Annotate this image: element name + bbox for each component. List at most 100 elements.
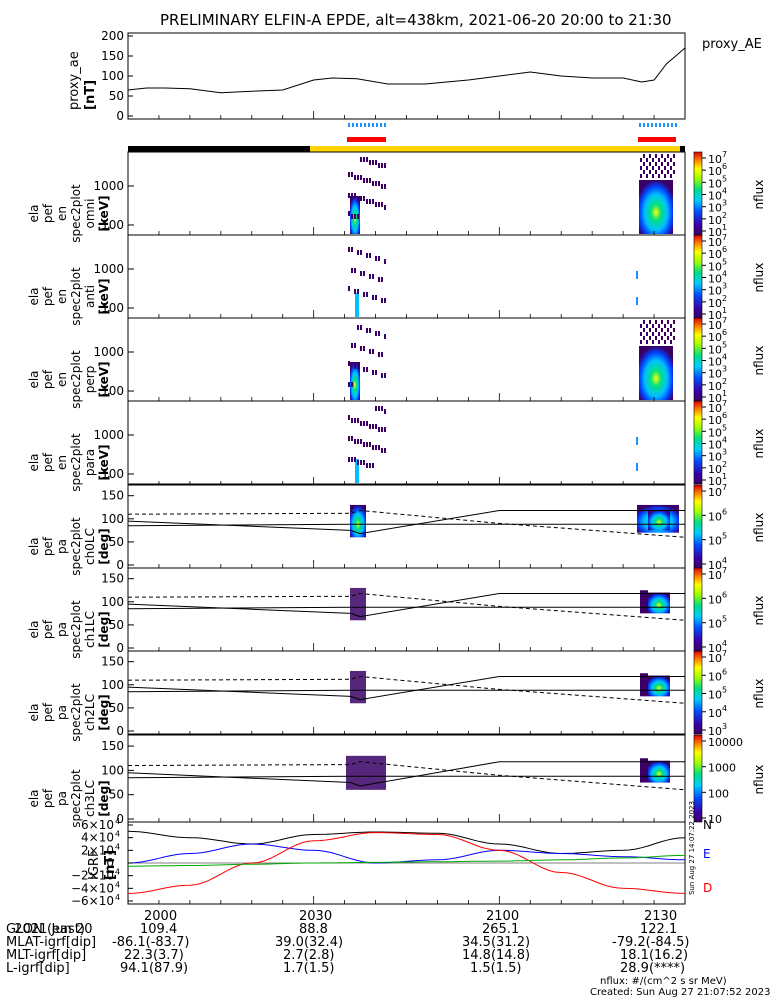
spectrogram-pixel (366, 463, 368, 468)
spectrogram-pixel (354, 214, 356, 219)
spectrogram-pixel (661, 336, 663, 340)
spectrogram-pixel (354, 289, 356, 294)
pa-local-90deg-line (127, 509, 686, 538)
spectrogram-pixel (372, 274, 374, 279)
spectrogram-pixel (363, 460, 365, 465)
ytick-label: 100 (101, 763, 124, 777)
spectrogram-pixel (384, 409, 386, 414)
spectrogram-pixel (664, 166, 666, 170)
panel-label-l2: pef (41, 203, 55, 223)
spectrogram-pixel (664, 324, 666, 328)
sz-tick (376, 123, 378, 127)
ytick-label: 100 (101, 301, 124, 315)
colorbar-tick-label: 10 (708, 226, 722, 239)
spectrogram-pixel (348, 382, 350, 387)
colorbar-tick-label: 10 (708, 331, 722, 344)
spectrogram-pixel (357, 289, 359, 294)
colorbar-tick-exponent: 4 (722, 270, 727, 279)
spectrogram-pixel (381, 277, 383, 282)
pa-blob (648, 675, 670, 697)
spectrogram-pixel (369, 328, 371, 333)
colorbar-tick-exponent: 2 (722, 377, 727, 386)
spectrogram-blob (636, 297, 638, 305)
spectrogram-pixel (670, 158, 672, 162)
footer-label-row-1: GLON (east) (6, 922, 85, 937)
colorbar-tick-exponent: 1 (722, 472, 727, 481)
colorbar-tick-exponent: 7 (722, 399, 727, 408)
panel-label-l1: ela (27, 204, 41, 222)
colorbar-tick-label: 10 (708, 297, 722, 310)
spectrogram-pixel (369, 424, 371, 429)
pa-blob (350, 587, 366, 621)
spectrogram-pixel (369, 349, 371, 354)
igrf-ytick-label: 0 (106, 856, 114, 870)
colorbar-tick-label: 10 (708, 707, 722, 720)
colorbar-tick-label: 10 (708, 392, 722, 405)
spectrogram-pixel (366, 292, 368, 297)
pa-blob (640, 673, 648, 697)
sz-tick (360, 123, 362, 127)
spectrogram-pixel (372, 295, 374, 300)
spectrogram-pixel (649, 328, 651, 332)
spectrogram-pixel (646, 174, 648, 178)
spectrogram-pixel (378, 331, 380, 336)
spectrogram-pixel (658, 158, 660, 162)
sz-tick (667, 123, 669, 127)
pa-panel-0: ela pef pa spec2plot ch0LC [deg] 150 100 50 0 nflu… (27, 483, 766, 576)
ytick-label: 100 (101, 218, 124, 232)
spectrogram-pixel (384, 427, 386, 432)
pa-loss-cone-line (127, 676, 685, 701)
proxy-ae-legend: proxy_AE (702, 37, 762, 52)
colorbar-tick-exponent: 1 (722, 389, 727, 398)
igrf-ytick-label: −4×10 (71, 881, 114, 895)
spectrogram-pixel (652, 340, 654, 344)
spectrogram-pixel (384, 184, 386, 189)
panel-label-l3: pa (55, 622, 69, 637)
spectrogram-pixel (646, 324, 648, 328)
spectrogram-pixel (369, 463, 371, 468)
colorbar-tick-exponent: 4 (722, 353, 727, 362)
day-night-bar-night-end (680, 146, 685, 152)
spectrogram-pixel (375, 370, 377, 375)
pa-blob (350, 504, 366, 538)
spectrogram-pixel (381, 352, 383, 357)
ytick-label: 150 (101, 739, 124, 753)
spectrogram-pixel (348, 286, 350, 291)
spectrogram-pixel (649, 162, 651, 166)
spectrogram-pixel (372, 424, 374, 429)
proxy-ytick-label: 100 (101, 69, 124, 83)
spectrogram-pixel (375, 295, 377, 300)
igrf-ytick-label: −2×10 (71, 869, 114, 883)
panel-label-l5: ch3LC (83, 780, 97, 817)
spectrogram-pixel (366, 157, 368, 162)
spec-panel-3: ela pef en spec2plot para [keV] 1000 100 nflux 10… (27, 399, 766, 492)
igrf-e-line (127, 843, 685, 864)
ytick-label: 0 (116, 812, 124, 826)
panel-label-l4: spec2plot (69, 600, 83, 659)
spectrogram-pixel (649, 154, 651, 158)
spectrogram-pixel (643, 170, 645, 174)
panel-label-l2: pef (41, 286, 55, 306)
spectrogram-pixel (667, 170, 669, 174)
spectrogram-pixel (378, 406, 380, 411)
colorbar-nflux-label: nflux (752, 596, 766, 626)
sz-tick (659, 123, 661, 127)
spectrogram-pixel (366, 253, 368, 258)
spectrogram-pixel (658, 166, 660, 170)
igrf-legend-d: D (703, 881, 712, 895)
spectrogram-pixel (366, 442, 368, 447)
spectrogram-pixel (670, 324, 672, 328)
spectrogram-pixel (643, 336, 645, 340)
footer-value: 109.4 (140, 922, 178, 937)
figure-title: PRELIMINARY ELFIN-A EPDE, alt=438km, 202… (160, 11, 672, 29)
spectrogram-pixel (354, 457, 356, 462)
sz-tick (675, 123, 677, 127)
colorbar-tick-label: 10 (708, 813, 722, 826)
spectrogram-pixel (360, 439, 362, 444)
colorbar (693, 317, 703, 402)
panel-label-l3: en (55, 455, 69, 470)
spectrogram-pixel (667, 328, 669, 332)
spectrogram-pixel (664, 158, 666, 162)
panel-label-l2: pef (41, 536, 55, 556)
ytick-label: 1000 (93, 179, 124, 193)
